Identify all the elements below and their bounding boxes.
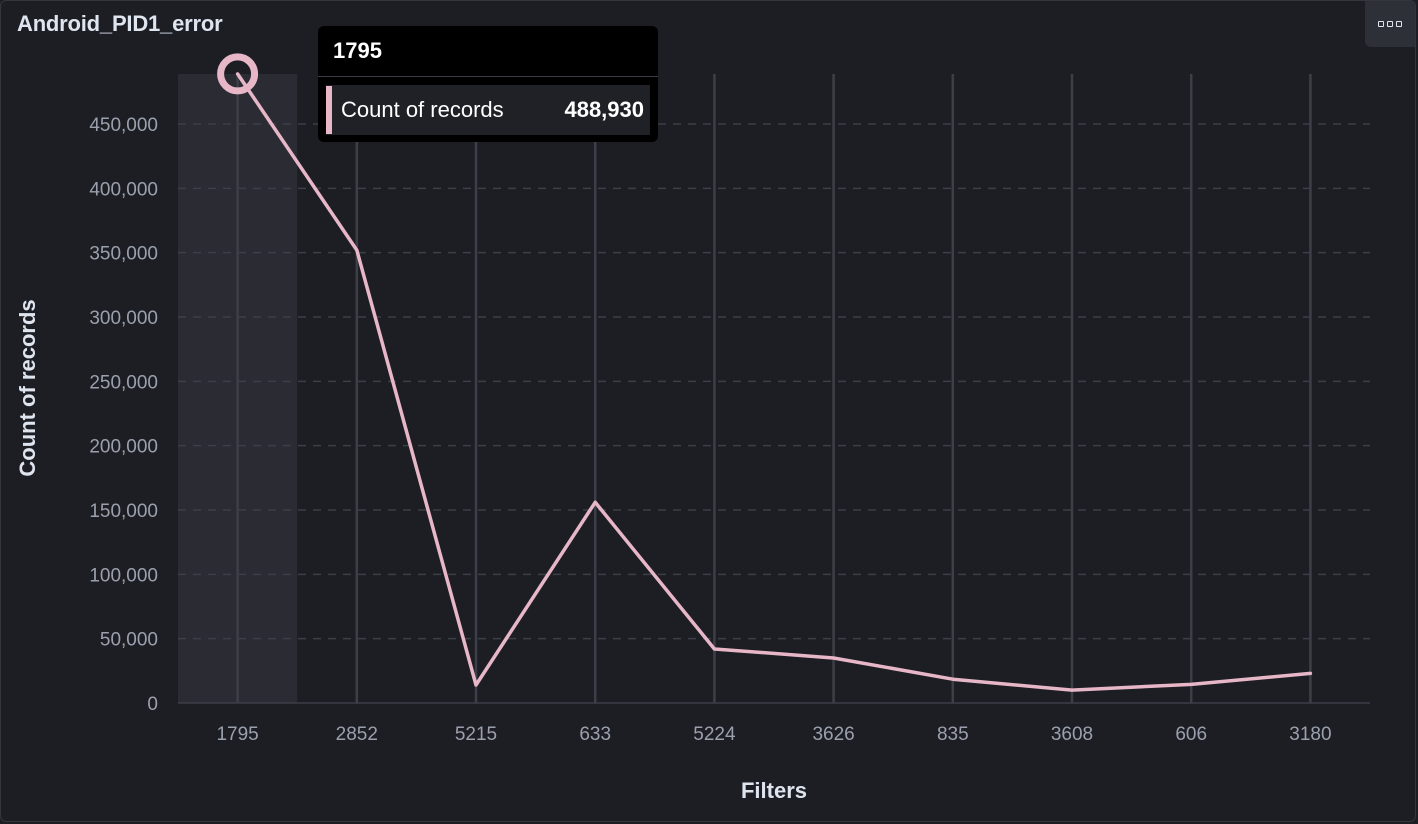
- y-tick-label: 250,000: [89, 372, 158, 393]
- x-tick-label: 1795: [216, 724, 258, 745]
- x-tick-label: 835: [937, 724, 969, 745]
- more-options-icon: [1396, 21, 1402, 27]
- more-options-button[interactable]: [1365, 1, 1415, 47]
- tooltip-series-swatch: [326, 86, 332, 134]
- data-point[interactable]: [951, 677, 955, 681]
- data-point[interactable]: [1189, 682, 1193, 686]
- x-tick-label: 3626: [812, 724, 854, 745]
- more-options-icon: [1378, 21, 1384, 27]
- data-point[interactable]: [236, 72, 240, 76]
- y-tick-label: 300,000: [89, 308, 158, 329]
- x-tick-label: 633: [579, 724, 611, 745]
- series-line: [235, 72, 1313, 692]
- data-point[interactable]: [593, 500, 597, 504]
- y-tick-label: 400,000: [89, 179, 158, 200]
- tooltip-row: Count of records 488,930: [326, 85, 650, 135]
- y-tick-label: 0: [147, 694, 158, 715]
- data-point[interactable]: [1308, 671, 1312, 675]
- tooltip-category: 1795: [318, 26, 658, 77]
- data-point[interactable]: [712, 647, 716, 651]
- x-axis-label: Filters: [741, 778, 807, 803]
- panel-title: Android_PID1_error: [17, 11, 223, 36]
- chart-tooltip: 1795 Count of records 488,930: [318, 26, 658, 142]
- x-tick-label: 2852: [336, 724, 378, 745]
- y-tick-label: 350,000: [89, 244, 158, 265]
- hover-marker: [217, 53, 259, 95]
- y-tick-label: 150,000: [89, 501, 158, 522]
- data-point[interactable]: [832, 656, 836, 660]
- x-tick-label: 3180: [1289, 724, 1331, 745]
- y-tick-label: 200,000: [89, 437, 158, 458]
- data-point[interactable]: [355, 248, 359, 252]
- y-axis-label: Count of records: [15, 299, 40, 476]
- tooltip-series-label: Count of records: [341, 97, 504, 122]
- more-options-icon: [1387, 21, 1393, 27]
- x-tick-label: 3608: [1051, 724, 1093, 745]
- data-point[interactable]: [1070, 688, 1074, 692]
- x-tick-label: 606: [1175, 724, 1207, 745]
- y-tick-label: 50,000: [100, 630, 158, 651]
- data-point[interactable]: [474, 683, 478, 687]
- x-tick-label: 5224: [693, 724, 736, 745]
- x-tick-label: 5215: [455, 724, 497, 745]
- y-tick-label: 450,000: [89, 115, 158, 136]
- tooltip-series-value: 488,930: [564, 97, 644, 122]
- y-tick-label: 100,000: [89, 565, 158, 586]
